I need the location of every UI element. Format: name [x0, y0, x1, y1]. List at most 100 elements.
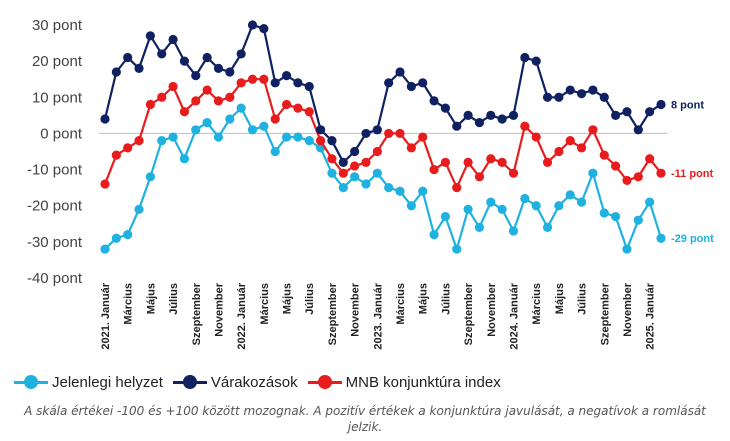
data-point	[327, 154, 337, 164]
data-point	[520, 52, 530, 63]
x-tick-label: Március	[259, 283, 271, 325]
data-point	[191, 96, 201, 106]
x-tick-label: 2024. Január	[508, 282, 520, 349]
scale-note: A skála értékei -100 és +100 között mozo…	[24, 404, 706, 434]
data-point	[293, 132, 303, 142]
x-tick-label: Május	[554, 283, 566, 314]
legend-item: Jelenlegi helyzet	[14, 374, 163, 391]
data-point	[361, 179, 371, 189]
series-line	[104, 106, 663, 251]
x-tick-label: November	[622, 282, 634, 337]
data-point	[270, 146, 280, 157]
data-point	[270, 78, 280, 88]
data-point	[474, 172, 485, 182]
data-point	[281, 99, 292, 110]
y-tick-label: 30 pont	[32, 17, 83, 34]
data-point	[168, 34, 178, 45]
data-point	[259, 121, 269, 131]
x-tick-label: November	[213, 282, 225, 337]
data-point	[497, 204, 507, 214]
data-point	[225, 67, 235, 77]
data-point	[202, 52, 212, 63]
data-point	[213, 132, 224, 142]
data-point	[225, 114, 235, 124]
data-point	[372, 125, 382, 135]
data-point	[452, 121, 462, 131]
series-2: -11 pont	[100, 74, 714, 193]
legend-label: MNB konjunktúra index	[345, 373, 501, 391]
data-point	[100, 244, 110, 254]
data-point	[304, 107, 314, 117]
data-point	[270, 114, 280, 124]
x-tick-label: Július	[304, 283, 316, 315]
data-point	[440, 103, 451, 113]
y-tick-label: 10 pont	[32, 89, 83, 106]
data-point	[440, 211, 451, 222]
data-point	[395, 67, 405, 77]
data-point	[645, 107, 655, 117]
data-point	[134, 63, 144, 73]
legend-label: Jelenlegi helyzet	[52, 373, 163, 391]
data-point	[463, 110, 473, 120]
data-point	[134, 136, 144, 146]
data-point	[645, 154, 655, 164]
data-point	[338, 168, 348, 178]
data-point	[406, 201, 416, 211]
data-point	[111, 67, 121, 77]
data-point	[191, 71, 201, 81]
y-tick-label: -40 pont	[27, 270, 83, 287]
data-point	[576, 89, 587, 99]
data-point	[247, 125, 258, 135]
data-point	[554, 146, 564, 157]
data-point	[622, 175, 632, 186]
data-point	[247, 20, 258, 30]
data-point	[576, 197, 587, 207]
data-point	[463, 157, 473, 167]
data-point	[384, 183, 394, 193]
data-point	[395, 186, 405, 196]
data-point	[145, 99, 155, 110]
data-point	[633, 215, 643, 225]
data-point	[554, 92, 564, 102]
data-point	[213, 63, 224, 73]
y-tick-label: -10 pont	[27, 162, 83, 179]
data-point	[588, 168, 598, 178]
data-point	[576, 143, 587, 153]
data-point	[111, 150, 121, 160]
data-point	[565, 85, 575, 95]
data-point	[508, 110, 519, 120]
data-point	[452, 244, 462, 254]
data-point	[236, 49, 246, 59]
data-point	[111, 233, 121, 243]
data-point	[406, 143, 416, 153]
legend-item: MNB konjunktúra index	[307, 373, 501, 391]
data-point	[168, 132, 178, 142]
data-point	[123, 143, 133, 153]
legend-swatch	[172, 375, 207, 389]
data-point	[338, 183, 348, 193]
data-point	[338, 157, 348, 167]
x-tick-label: Szeptember	[191, 282, 203, 345]
x-tick-label: Szeptember	[327, 282, 339, 345]
data-point	[463, 204, 473, 214]
data-point	[350, 172, 360, 182]
data-point	[508, 168, 519, 178]
y-tick-label: 0 pont	[40, 125, 83, 142]
data-point	[259, 24, 269, 34]
data-point	[633, 125, 643, 135]
data-point	[474, 117, 485, 128]
data-point	[599, 92, 609, 102]
series-0: -29 pont	[100, 103, 714, 254]
x-tick-label: Május	[145, 283, 157, 314]
data-point	[656, 168, 666, 178]
data-point	[372, 168, 382, 178]
x-tick-label: Március	[123, 283, 135, 325]
end-value-label: 8 pont	[671, 100, 704, 112]
data-point	[565, 190, 575, 200]
y-tick-label: 20 pont	[32, 53, 83, 70]
data-point	[304, 81, 314, 92]
y-tick-label: -20 pont	[27, 198, 83, 215]
data-point	[100, 179, 110, 189]
data-point	[191, 125, 201, 135]
data-point	[531, 201, 541, 211]
